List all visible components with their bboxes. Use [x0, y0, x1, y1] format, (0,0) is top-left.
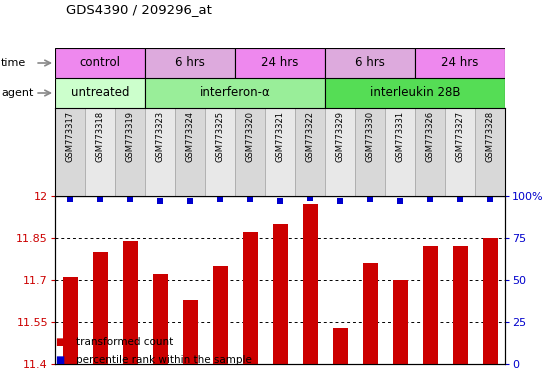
- Text: 6 hrs: 6 hrs: [355, 56, 385, 70]
- Bar: [295, 108, 325, 196]
- Bar: [445, 108, 475, 196]
- Bar: [92, 252, 107, 364]
- Point: [156, 198, 164, 204]
- Point: [366, 196, 375, 202]
- Point: [246, 196, 255, 202]
- Bar: [325, 108, 355, 196]
- Point: [185, 198, 194, 204]
- Bar: [85, 108, 115, 196]
- Point: [336, 198, 344, 204]
- Point: [96, 196, 104, 202]
- Bar: [325, 78, 505, 108]
- Point: [395, 198, 404, 204]
- Text: interleukin 28B: interleukin 28B: [370, 86, 460, 99]
- Text: GSM773328: GSM773328: [486, 111, 494, 162]
- Bar: [453, 247, 468, 364]
- Bar: [422, 247, 437, 364]
- Text: untreated: untreated: [71, 86, 129, 99]
- Bar: [115, 108, 145, 196]
- Bar: [145, 48, 235, 78]
- Text: GSM773329: GSM773329: [336, 111, 344, 162]
- Text: agent: agent: [1, 88, 34, 98]
- Text: transformed count: transformed count: [76, 337, 173, 347]
- Bar: [63, 277, 78, 364]
- Bar: [302, 204, 317, 364]
- Bar: [55, 108, 85, 196]
- Bar: [145, 78, 325, 108]
- Bar: [333, 328, 348, 364]
- Text: GSM773330: GSM773330: [366, 111, 375, 162]
- Bar: [175, 108, 205, 196]
- Text: GSM773324: GSM773324: [185, 111, 195, 162]
- Bar: [385, 108, 415, 196]
- Text: GSM773319: GSM773319: [125, 111, 135, 162]
- Point: [426, 196, 434, 202]
- Bar: [415, 108, 445, 196]
- Bar: [123, 241, 138, 364]
- Bar: [362, 263, 377, 364]
- Bar: [55, 48, 145, 78]
- Text: GDS4390 / 209296_at: GDS4390 / 209296_at: [66, 3, 212, 17]
- Bar: [393, 280, 408, 364]
- Text: 6 hrs: 6 hrs: [175, 56, 205, 70]
- Text: percentile rank within the sample: percentile rank within the sample: [76, 355, 252, 365]
- Text: GSM773323: GSM773323: [156, 111, 164, 162]
- Bar: [243, 232, 257, 364]
- Point: [306, 195, 315, 201]
- Bar: [415, 48, 505, 78]
- Point: [216, 196, 224, 202]
- Text: control: control: [80, 56, 120, 70]
- Point: [455, 196, 464, 202]
- Bar: [212, 266, 228, 364]
- Bar: [152, 275, 168, 364]
- Text: GSM773317: GSM773317: [65, 111, 74, 162]
- Text: 24 hrs: 24 hrs: [261, 56, 299, 70]
- Bar: [235, 48, 325, 78]
- Bar: [265, 108, 295, 196]
- Text: GSM773326: GSM773326: [426, 111, 434, 162]
- Bar: [325, 48, 415, 78]
- Text: time: time: [1, 58, 26, 68]
- Text: GSM773327: GSM773327: [455, 111, 465, 162]
- Bar: [205, 108, 235, 196]
- Point: [65, 196, 74, 202]
- Bar: [183, 300, 197, 364]
- Bar: [55, 78, 145, 108]
- Text: GSM773318: GSM773318: [96, 111, 104, 162]
- Text: GSM773320: GSM773320: [245, 111, 255, 162]
- Text: 24 hrs: 24 hrs: [441, 56, 478, 70]
- Point: [276, 198, 284, 204]
- Bar: [235, 108, 265, 196]
- Bar: [482, 238, 498, 364]
- Text: interferon-α: interferon-α: [200, 86, 271, 99]
- Text: ■: ■: [55, 337, 64, 347]
- Text: GSM773321: GSM773321: [276, 111, 284, 162]
- Point: [486, 196, 494, 202]
- Bar: [145, 108, 175, 196]
- Bar: [272, 224, 288, 364]
- Point: [125, 196, 134, 202]
- Text: GSM773331: GSM773331: [395, 111, 404, 162]
- Text: ■: ■: [55, 355, 64, 365]
- Text: GSM773325: GSM773325: [216, 111, 224, 162]
- Bar: [475, 108, 505, 196]
- Bar: [355, 108, 385, 196]
- Text: GSM773322: GSM773322: [305, 111, 315, 162]
